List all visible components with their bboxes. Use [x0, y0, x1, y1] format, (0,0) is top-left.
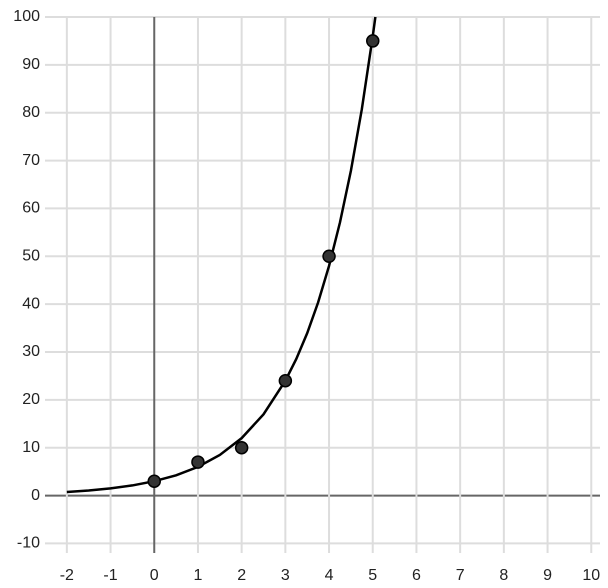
x-tick-label: 5	[368, 567, 377, 584]
x-tick-label: 9	[543, 567, 552, 584]
data-point	[191, 455, 205, 469]
x-tick-label: 3	[281, 567, 290, 584]
y-tick-label: 100	[13, 8, 40, 25]
data-point	[234, 440, 249, 455]
x-tick-label: 6	[412, 567, 421, 584]
x-tick-label: -2	[60, 567, 74, 584]
x-tick-label: 4	[325, 567, 334, 584]
x-tick-label: 1	[193, 567, 202, 584]
y-tick-label: 60	[22, 200, 40, 217]
x-tick-label: 0	[150, 567, 159, 584]
y-tick-label: 20	[22, 391, 40, 408]
y-tick-label: 0	[31, 487, 40, 504]
y-tick-label: 30	[22, 343, 40, 360]
y-tick-label: 90	[22, 56, 40, 73]
data-point	[278, 373, 293, 388]
x-tick-label: 2	[237, 567, 246, 584]
data-point	[366, 34, 380, 48]
y-tick-label: 70	[22, 152, 40, 169]
y-tick-label: 50	[22, 248, 40, 265]
x-tick-label: 7	[456, 567, 465, 584]
y-tick-label: 80	[22, 104, 40, 121]
y-tick-label: 40	[22, 295, 40, 312]
y-tick-label: -10	[17, 535, 40, 552]
x-tick-label: 8	[499, 567, 508, 584]
data-point	[322, 249, 336, 264]
curve	[66, 16, 377, 494]
x-tick-label: 10	[582, 567, 600, 584]
y-tick-label: 10	[22, 439, 40, 456]
data-point	[147, 474, 162, 488]
x-tick-label: -1	[103, 567, 117, 584]
